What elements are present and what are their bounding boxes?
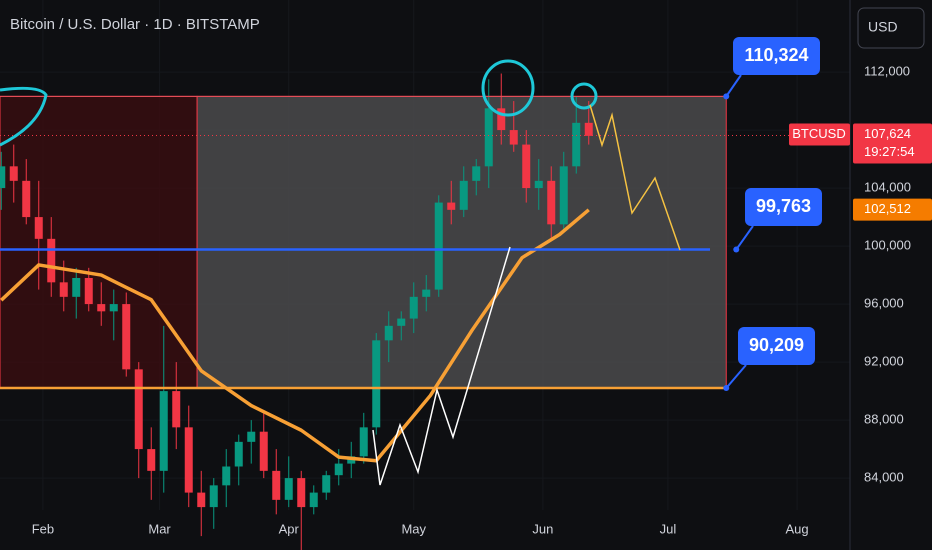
candle-body bbox=[397, 318, 406, 326]
candle-body bbox=[9, 166, 18, 181]
candle-body bbox=[272, 470, 281, 500]
candle-body bbox=[222, 466, 231, 486]
y-tick-label: 88,000 bbox=[864, 412, 904, 427]
candle-body bbox=[334, 463, 343, 476]
level-tag-label: 90,209 bbox=[749, 335, 804, 355]
candle-body bbox=[259, 431, 268, 471]
level-tag bbox=[738, 327, 815, 365]
candle-body bbox=[209, 485, 218, 508]
candle-body bbox=[522, 144, 531, 189]
y-tick-label: 100,000 bbox=[864, 238, 911, 253]
candle-body bbox=[509, 130, 518, 145]
candle-body bbox=[322, 475, 331, 493]
candle-body bbox=[297, 478, 306, 508]
candle-body bbox=[84, 277, 93, 305]
candle-body bbox=[584, 122, 593, 136]
x-tick-label: Apr bbox=[279, 521, 300, 536]
candle-body bbox=[159, 391, 168, 471]
y-tick-label: 84,000 bbox=[864, 470, 904, 485]
symbol-tag bbox=[789, 123, 850, 146]
y-tick-label: 96,000 bbox=[864, 296, 904, 311]
level-dot bbox=[733, 246, 740, 253]
y-tick-label: 104,000 bbox=[864, 180, 911, 195]
level-dot bbox=[723, 385, 730, 392]
hand-drawings: 110,324 99,763 90,209 bbox=[0, 37, 822, 486]
candle-body bbox=[484, 108, 493, 167]
hand-circle bbox=[481, 59, 535, 117]
candle-body bbox=[122, 304, 131, 370]
candle-body bbox=[247, 431, 256, 442]
zone-left bbox=[0, 95, 198, 389]
candle-body bbox=[384, 325, 393, 341]
candle-body bbox=[284, 478, 293, 500]
hand-circle bbox=[0, 86, 48, 147]
plot-area bbox=[0, 0, 850, 550]
x-tick-label: May bbox=[401, 521, 426, 536]
candle-body bbox=[0, 166, 6, 189]
tag-connector bbox=[735, 225, 754, 251]
candle-body bbox=[197, 492, 206, 508]
symbol-label: BTCUSD bbox=[792, 126, 845, 141]
x-tick-label: Jun bbox=[532, 521, 553, 536]
level-tag-label: 110,324 bbox=[744, 45, 808, 65]
y-tick-label: 92,000 bbox=[864, 354, 904, 369]
candle-body bbox=[372, 340, 381, 428]
candle-body bbox=[459, 180, 468, 210]
ma-tag-label: 102,512 bbox=[864, 201, 911, 216]
price-label: 107,624 bbox=[864, 126, 911, 141]
x-tick-label: Mar bbox=[148, 521, 171, 536]
level-dot bbox=[723, 93, 730, 100]
candle-body bbox=[409, 296, 418, 319]
candle-body bbox=[447, 202, 456, 210]
candle-body bbox=[59, 282, 68, 297]
candle-body bbox=[147, 449, 156, 471]
hand-circle bbox=[570, 82, 598, 110]
price-tag bbox=[853, 123, 932, 164]
candle-body bbox=[97, 304, 106, 312]
candle-body bbox=[172, 391, 181, 428]
tag-connector bbox=[725, 74, 742, 97]
candle-body bbox=[134, 369, 143, 450]
tag-connector bbox=[725, 364, 747, 389]
candle-body bbox=[234, 441, 243, 467]
level-tag-label: 99,763 bbox=[756, 196, 811, 216]
candle-body bbox=[309, 492, 318, 508]
candle-body bbox=[109, 304, 118, 312]
ma-tag bbox=[853, 198, 932, 221]
level-tag bbox=[733, 37, 820, 75]
candle-body bbox=[359, 427, 368, 457]
hand-path bbox=[589, 104, 681, 251]
x-tick-label: Aug bbox=[786, 521, 809, 536]
candle-body bbox=[422, 289, 431, 297]
candle-body bbox=[434, 202, 443, 290]
candle-body bbox=[497, 108, 506, 131]
candle-body bbox=[34, 217, 43, 239]
moving-average bbox=[0, 208, 590, 463]
candle-body bbox=[472, 166, 481, 181]
hand-path bbox=[372, 246, 511, 486]
candle-body bbox=[72, 277, 81, 297]
candle-body bbox=[184, 427, 193, 493]
x-tick-label: Feb bbox=[32, 521, 54, 536]
zone-right bbox=[196, 95, 727, 389]
candle-body bbox=[559, 166, 568, 225]
candle-body bbox=[47, 238, 56, 283]
candle-body bbox=[534, 180, 543, 189]
candle-body bbox=[547, 180, 556, 225]
countdown-label: 19:27:54 bbox=[864, 144, 915, 159]
currency-button[interactable] bbox=[857, 7, 925, 49]
chart-title: Bitcoin / U.S. Dollar · 1D · BITSTAMP bbox=[10, 16, 260, 33]
y-tick-label: 112,000 bbox=[864, 64, 910, 79]
level-tag bbox=[745, 188, 822, 226]
currency-label[interactable]: USD bbox=[868, 19, 898, 35]
candle-body bbox=[22, 180, 31, 218]
x-tick-label: Jul bbox=[660, 521, 677, 536]
candle-body bbox=[572, 122, 581, 167]
